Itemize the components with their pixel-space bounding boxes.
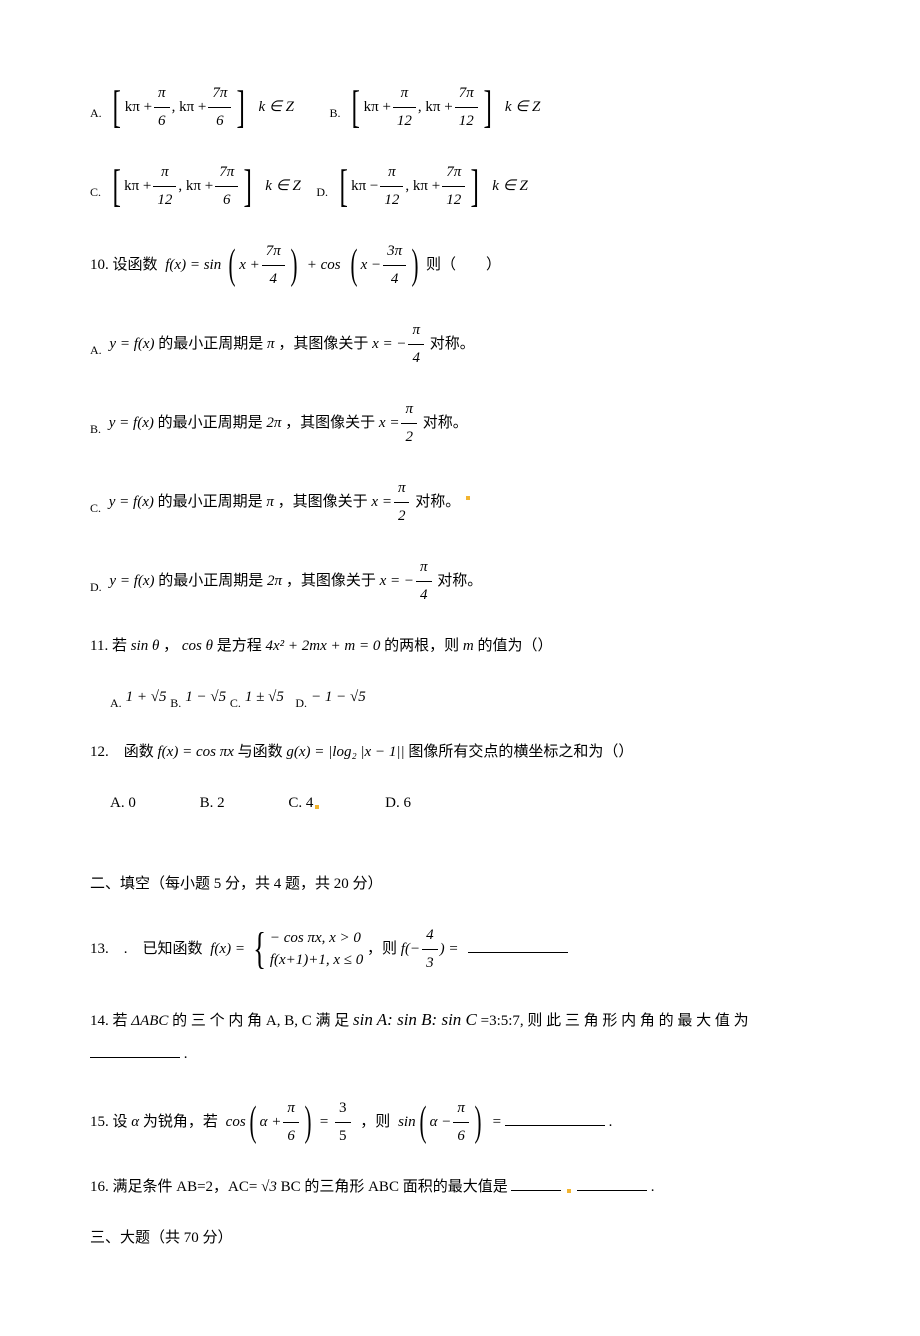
- q16-blank-2[interactable]: [577, 1175, 647, 1191]
- section-3-title: 三、大题（共 70 分）: [90, 1225, 830, 1252]
- q10-label: 10. 设函数: [90, 257, 158, 273]
- q10-expr: f(x) = sin ( x + 7π4 ) + cos ( x − 3π4 ): [161, 238, 422, 293]
- option-b-label: B.: [330, 106, 341, 120]
- q16-blank-1[interactable]: [511, 1175, 561, 1191]
- option-b-kz: k ∈ Z: [505, 99, 541, 115]
- option-a-label: A.: [90, 106, 102, 120]
- option-c-kz: k ∈ Z: [265, 178, 301, 194]
- interval-options-row1: A. [ kπ + π6 , kπ + 7π6 ] k ∈ Z B. [ kπ …: [90, 80, 830, 135]
- option-c-label: C.: [90, 185, 101, 199]
- q11-choices: A.1 + √5 B.1 − √5 C.1 ± √5 D.− 1 − √5: [90, 684, 830, 715]
- q15: 15. 设 α 为锐角，若 cos ( α + π6 ) = 35 ，则 sin…: [90, 1095, 830, 1150]
- marker-dot: [315, 805, 319, 809]
- option-d-kz: k ∈ Z: [492, 178, 528, 194]
- q14-blank[interactable]: [90, 1042, 180, 1058]
- q12-choices: A. 0 B. 2 C. 4 D. 6: [90, 790, 830, 817]
- q10-choice-d: D. y = f(x) 的最小正周期是 2π ，其图像关于 x = − π4 对…: [90, 554, 830, 609]
- q16: 16. 满足条件 AB=2，AC= √3 BC 的三角形 ABC 面积的最大值是…: [90, 1174, 830, 1201]
- q10-choice-b: B. y = f(x) 的最小正周期是 2π ，其图像关于 x = π2 对称。: [90, 396, 830, 451]
- option-d-expr: [ kπ − π12 , kπ + 7π12 ]: [336, 159, 483, 214]
- option-c-expr: [ kπ + π12 , kπ + 7π6 ]: [109, 159, 256, 214]
- option-d-label: D.: [316, 185, 328, 199]
- q13-piecewise: { − cos πx, x > 0 f(x+1)+1, x ≤ 0: [249, 927, 364, 972]
- option-b-expr: [ kπ + π12 , kπ + 7π12 ]: [348, 80, 495, 135]
- q14: 14. 若 ΔABC 的 三 个 内 角 A, B, C 满 足 sin A: …: [90, 1001, 830, 1071]
- q13: 13. . 已知函数 f(x) = { − cos πx, x > 0 f(x+…: [90, 922, 830, 977]
- q11-stem: 11. 若 sin θ ， cos θ 是方程 4x² + 2mx + m = …: [90, 633, 830, 660]
- option-a-kz: k ∈ Z: [258, 99, 294, 115]
- q12-stem: 12. 函数 f(x) = cos πx 与函数 g(x) = |log₂ |x…: [90, 739, 830, 766]
- q13-blank[interactable]: [468, 937, 568, 953]
- q10-choice-c: C. y = f(x) 的最小正周期是 π ，其图像关于 x = π2 对称。: [90, 475, 830, 530]
- q15-blank[interactable]: [505, 1110, 605, 1126]
- q10-stem: 10. 设函数 f(x) = sin ( x + 7π4 ) + cos ( x…: [90, 238, 830, 293]
- section-2-title: 二、填空（每小题 5 分，共 4 题，共 20 分）: [90, 871, 830, 898]
- marker-dot: [466, 496, 470, 500]
- option-a-expr: [ kπ + π6 , kπ + 7π6 ]: [109, 80, 248, 135]
- q10-tail: 则（ ）: [426, 257, 501, 273]
- q10-choice-a: A. y = f(x) 的最小正周期是 π ，其图像关于 x = − π4 对称…: [90, 317, 830, 372]
- marker-dot: [567, 1189, 571, 1193]
- interval-options-row2: C. [ kπ + π12 , kπ + 7π6 ] k ∈ Z D. [ kπ…: [90, 159, 830, 214]
